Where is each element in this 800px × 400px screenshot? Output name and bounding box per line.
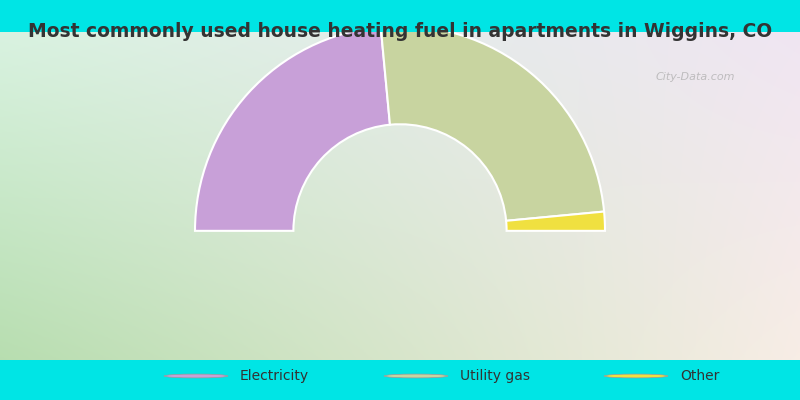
Wedge shape [506, 212, 605, 231]
Circle shape [164, 374, 228, 378]
Text: Utility gas: Utility gas [460, 369, 530, 383]
Circle shape [604, 374, 668, 378]
Text: Electricity: Electricity [240, 369, 309, 383]
Wedge shape [195, 27, 390, 231]
Text: City-Data.com: City-Data.com [656, 72, 735, 82]
Circle shape [384, 374, 448, 378]
Wedge shape [381, 26, 604, 221]
Text: Other: Other [680, 369, 719, 383]
Text: Most commonly used house heating fuel in apartments in Wiggins, CO: Most commonly used house heating fuel in… [28, 22, 772, 41]
